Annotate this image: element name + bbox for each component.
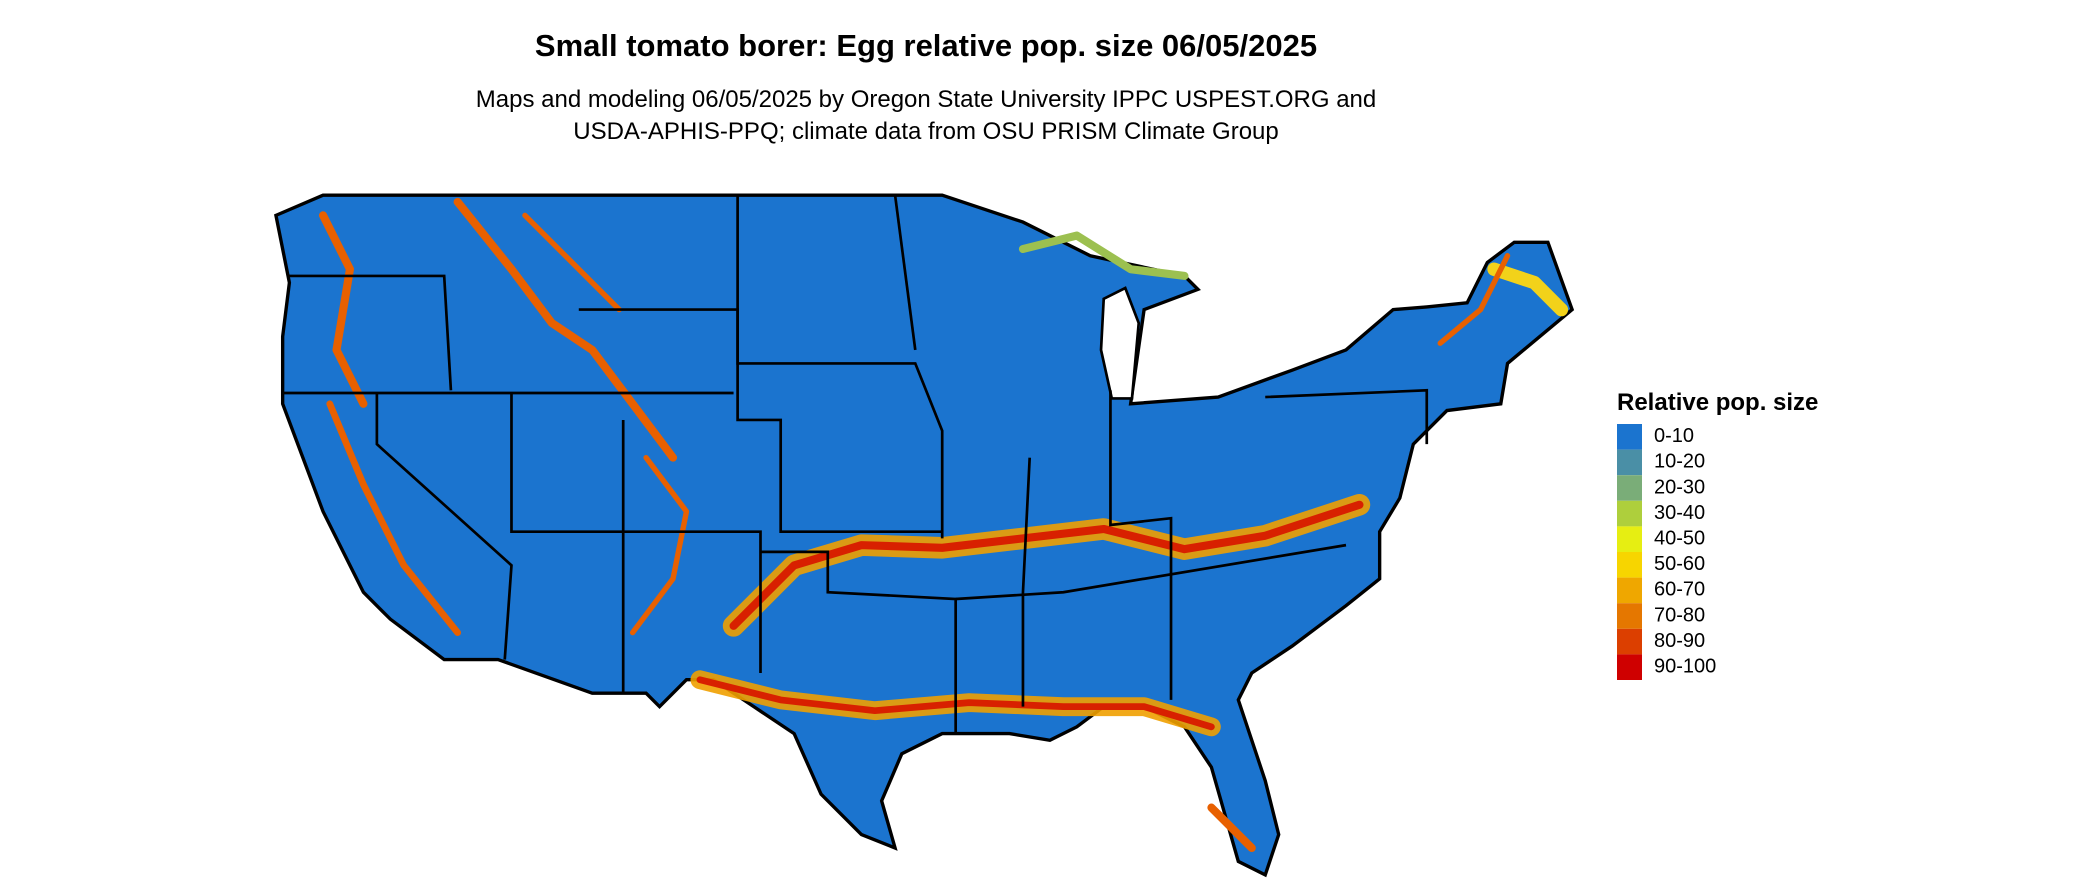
border [510, 393, 762, 673]
legend-label: 90-100 [1654, 655, 1716, 677]
legend-swatch [1617, 577, 1642, 604]
legend-label: 40-50 [1654, 527, 1705, 549]
legend: 0-10 10-20 20-30 30-40 40-50 50-60 60-70 70-80 8… [1617, 424, 1716, 680]
legend-swatch [1617, 475, 1642, 501]
map-subtitle: USDA-APHIS-PPQ; climate data from OSU PR… [573, 118, 1279, 145]
legend-label: 20-30 [1654, 476, 1705, 498]
band [629, 454, 690, 636]
legend-swatch [1617, 500, 1642, 527]
legend-swatch [1617, 654, 1642, 680]
border [1021, 457, 1032, 707]
legend-label: 50-60 [1654, 553, 1705, 575]
band [1207, 803, 1256, 853]
legend-label: 0-10 [1654, 425, 1694, 447]
border [1265, 388, 1429, 445]
border [760, 550, 958, 734]
legend-title: Relative pop. size [1617, 389, 1818, 416]
legend-label: 70-80 [1654, 604, 1705, 626]
band [1487, 262, 1569, 317]
legend-label: 60-70 [1654, 579, 1705, 601]
border [955, 543, 1347, 601]
legend-swatch [1617, 628, 1642, 655]
band [522, 212, 622, 313]
band [1018, 231, 1189, 280]
lake [1099, 286, 1141, 400]
legend-swatch [1617, 552, 1642, 578]
land [274, 193, 1575, 878]
legend-label: 10-20 [1654, 451, 1705, 473]
border [578, 308, 943, 534]
legend-swatch [1617, 526, 1642, 552]
border [375, 393, 513, 660]
legend-swatch [1617, 424, 1642, 450]
band [319, 211, 368, 408]
band [696, 676, 1215, 731]
border [736, 195, 944, 539]
us-map [274, 193, 1575, 878]
legend-label: 30-40 [1654, 502, 1705, 524]
legend-label: 80-90 [1654, 630, 1705, 652]
map-subtitle: Maps and modeling 06/05/2025 by Oregon S… [476, 86, 1376, 113]
border [1109, 390, 1173, 700]
map-title: Small tomato borer: Egg relative pop. si… [535, 28, 1317, 63]
hotspots [319, 197, 1569, 853]
border [893, 194, 917, 351]
band [729, 500, 1364, 630]
band [453, 197, 678, 462]
state-borders [282, 194, 1429, 734]
band [326, 400, 462, 636]
band [1437, 253, 1511, 346]
legend-swatch [1617, 603, 1642, 629]
legend-swatch [1617, 449, 1642, 476]
border [289, 274, 453, 391]
